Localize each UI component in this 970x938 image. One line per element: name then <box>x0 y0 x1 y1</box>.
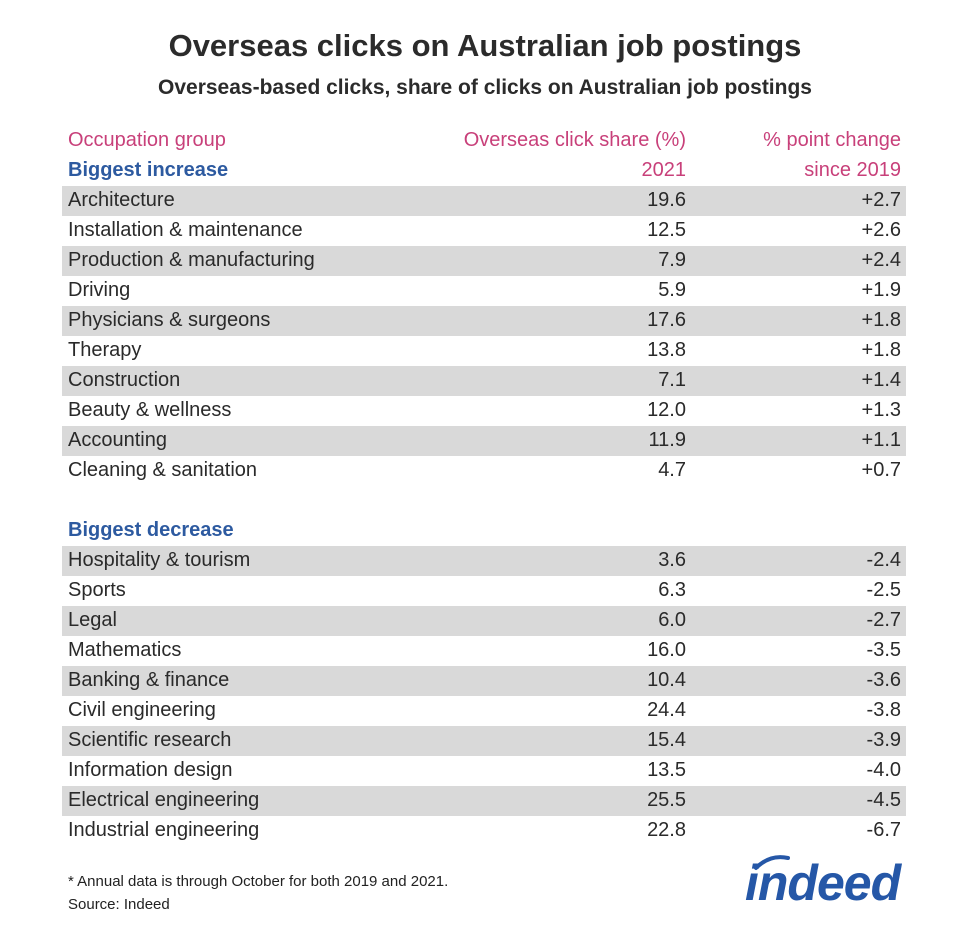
column-header: % point change <box>763 129 901 151</box>
click-share: 12.0 <box>647 399 686 421</box>
click-share: 4.7 <box>658 459 686 481</box>
point-change: -4.0 <box>866 759 901 781</box>
section-label: Biggest increase <box>68 159 229 181</box>
occupation: Installation & maintenance <box>68 219 303 241</box>
point-change: -2.7 <box>866 609 901 631</box>
occupation: Banking & finance <box>68 669 230 691</box>
row-stripe <box>62 726 906 756</box>
row-stripe <box>62 546 906 576</box>
click-share: 22.8 <box>647 819 686 841</box>
footnote: * Annual data is through October for bot… <box>68 873 449 890</box>
occupation: Beauty & wellness <box>68 399 232 421</box>
row-stripe <box>62 186 906 216</box>
click-share: 13.5 <box>647 759 686 781</box>
row-stripe <box>62 306 906 336</box>
row-stripe <box>62 366 906 396</box>
point-change: -6.7 <box>866 819 901 841</box>
point-change: +1.1 <box>861 429 901 451</box>
column-header: 2021 <box>641 159 687 181</box>
click-share: 16.0 <box>647 639 686 661</box>
point-change: +0.7 <box>861 459 901 481</box>
point-change: +1.4 <box>861 369 901 391</box>
click-share: 7.9 <box>658 249 686 271</box>
occupation: Construction <box>68 369 181 391</box>
title: Overseas clicks on Australian job postin… <box>168 28 802 63</box>
click-share: 25.5 <box>647 789 686 811</box>
occupation: Hospitality & tourism <box>68 549 251 571</box>
click-share: 7.1 <box>658 369 686 391</box>
click-share: 5.9 <box>658 279 686 301</box>
source: Source: Indeed <box>68 896 170 913</box>
occupation: Physicians & surgeons <box>68 309 271 331</box>
click-share: 6.0 <box>658 609 686 631</box>
occupation: Information design <box>68 759 233 781</box>
row-stripe <box>62 606 906 636</box>
point-change: -4.5 <box>866 789 901 811</box>
click-share: 19.6 <box>647 189 686 211</box>
point-change: -2.4 <box>866 549 901 571</box>
column-header: Occupation group <box>68 129 226 151</box>
occupation: Legal <box>68 609 117 631</box>
click-share: 12.5 <box>647 219 686 241</box>
occupation: Cleaning & sanitation <box>68 459 258 481</box>
occupation: Production & manufacturing <box>68 249 315 271</box>
point-change: -3.9 <box>866 729 901 751</box>
section-label: Biggest decrease <box>68 519 234 541</box>
column-header: since 2019 <box>804 159 901 181</box>
point-change: +2.6 <box>861 219 901 241</box>
click-share: 6.3 <box>658 579 686 601</box>
occupation: Civil engineering <box>68 699 216 721</box>
row-stripe <box>62 426 906 456</box>
point-change: +1.3 <box>861 399 901 421</box>
click-share: 10.4 <box>647 669 686 691</box>
logo: indeed <box>745 855 901 911</box>
occupation: Accounting <box>68 429 167 451</box>
click-share: 3.6 <box>658 549 686 571</box>
click-share: 13.8 <box>647 339 686 361</box>
row-stripe <box>62 246 906 276</box>
point-change: -3.6 <box>866 669 901 691</box>
point-change: -2.5 <box>866 579 901 601</box>
row-stripe <box>62 786 906 816</box>
point-change: +2.4 <box>861 249 901 271</box>
click-share: 24.4 <box>647 699 686 721</box>
occupation: Architecture <box>68 189 175 211</box>
click-share: 15.4 <box>647 729 686 751</box>
point-change: -3.8 <box>866 699 901 721</box>
occupation: Sports <box>68 579 126 601</box>
occupation: Therapy <box>68 339 142 361</box>
occupation: Mathematics <box>68 639 182 661</box>
point-change: +1.8 <box>861 339 901 361</box>
occupation: Industrial engineering <box>68 819 260 841</box>
point-change: +1.9 <box>861 279 901 301</box>
point-change: +1.8 <box>861 309 901 331</box>
occupation: Electrical engineering <box>68 789 260 811</box>
occupation: Driving <box>68 279 131 301</box>
row-stripe <box>62 666 906 696</box>
point-change: +2.7 <box>861 189 901 211</box>
occupation: Scientific research <box>68 729 232 751</box>
click-share: 17.6 <box>647 309 686 331</box>
column-header: Overseas click share (%) <box>463 129 686 151</box>
point-change: -3.5 <box>866 639 901 661</box>
subtitle: Overseas-based clicks, share of clicks o… <box>158 76 812 99</box>
logo-arc <box>754 855 790 870</box>
click-share: 11.9 <box>648 429 686 451</box>
